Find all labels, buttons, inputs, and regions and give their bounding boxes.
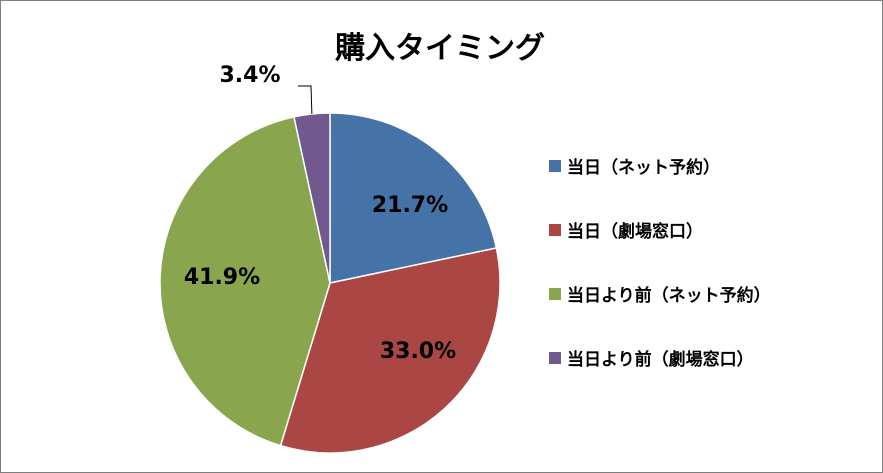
legend-swatch-3 bbox=[549, 288, 561, 300]
legend-label-3: 当日より前（ネット予約） bbox=[567, 285, 771, 306]
legend-swatch-2 bbox=[549, 224, 561, 236]
legend: 当日（ネット予約） 当日（劇場窓口） 当日より前（ネット予約） 当日より前（劇場窓口） bbox=[549, 157, 771, 370]
pie-slice-1 bbox=[329, 112, 498, 284]
legend-label-1: 当日（ネット予約） bbox=[567, 157, 720, 178]
pie-slice-2 bbox=[279, 247, 501, 454]
chart-title: 購入タイミング bbox=[335, 31, 545, 66]
data-label-2: 33.0% bbox=[380, 339, 456, 364]
pie-slice-3 bbox=[159, 115, 331, 447]
legend-swatch-4 bbox=[549, 352, 561, 364]
leader-line-4 bbox=[298, 85, 313, 114]
data-label-3: 41.9% bbox=[184, 265, 260, 290]
legend-swatch-1 bbox=[549, 160, 561, 172]
leader-lines bbox=[298, 85, 313, 114]
data-labels: 21.7% 33.0% 41.9% 3.4% bbox=[184, 63, 456, 364]
data-label-4: 3.4% bbox=[219, 63, 280, 88]
legend-label-2: 当日（劇場窓口） bbox=[567, 221, 703, 242]
data-label-1: 21.7% bbox=[372, 193, 448, 218]
pie-slices bbox=[159, 112, 501, 454]
legend-label-4: 当日より前（劇場窓口） bbox=[567, 349, 754, 370]
